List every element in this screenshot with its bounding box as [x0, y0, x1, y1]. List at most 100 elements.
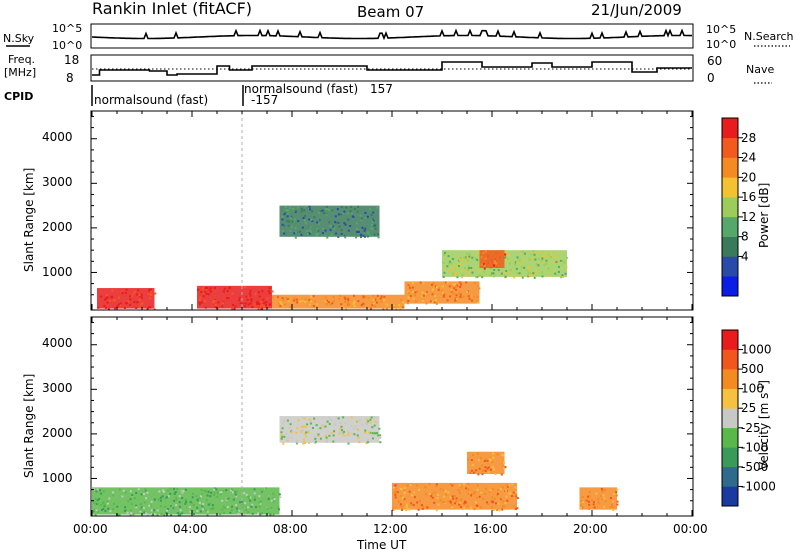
powerData-speck [262, 298, 265, 301]
powerData-speck [454, 297, 457, 300]
velData-speck [358, 441, 361, 444]
velData-speck [404, 503, 407, 506]
velData-speck [226, 506, 229, 509]
powerData-speck [383, 299, 386, 302]
velData-speck [408, 490, 411, 493]
velData-speck [326, 439, 329, 442]
powerData-speck [538, 251, 541, 254]
velData-speck [278, 493, 281, 496]
powerData-speck [454, 288, 457, 291]
velData-speck [499, 498, 502, 501]
powerData-speck [451, 257, 454, 260]
powerData-speck [326, 299, 329, 302]
powerData-speck [442, 261, 445, 264]
velData-speck [499, 488, 502, 491]
powerData-speck [298, 230, 301, 233]
velData-speck [595, 501, 598, 504]
power-colorbar-label: Power [dB] [757, 183, 771, 248]
powerData-speck [431, 300, 434, 303]
powerData-speck [342, 211, 345, 214]
powerData-speck [514, 261, 517, 264]
velData-speck [394, 484, 397, 487]
powerData-speck [486, 259, 489, 262]
powerData-speck [547, 254, 550, 257]
powerData-speck [533, 276, 536, 279]
velData-speck [167, 495, 170, 498]
powerData-speck [473, 281, 476, 284]
powerData-speck [565, 256, 568, 259]
velData-speck [166, 509, 169, 512]
station-title: Rankin Inlet (fitACF) [92, 0, 252, 18]
velData-speck [237, 512, 240, 515]
powerData-speck [284, 206, 287, 209]
powerData-speck [303, 214, 306, 217]
velData-speck [314, 440, 317, 443]
powerData-speck [468, 297, 471, 300]
velData-speck [285, 438, 288, 441]
velData-speck [238, 501, 241, 504]
velData-speck [443, 501, 446, 504]
velData-speck [367, 438, 370, 441]
x-axis-label: Time UT [356, 538, 407, 552]
powerData-speck [494, 258, 497, 261]
velData-speck [375, 421, 378, 424]
powerData-speck [260, 308, 263, 311]
velData-speck [591, 499, 594, 502]
powerData-speck [295, 231, 298, 234]
velBar-swatch-8 [722, 330, 738, 350]
powerData-speck [493, 264, 496, 267]
velData-speck [451, 484, 454, 487]
velData-speck [125, 509, 128, 512]
velData-speck [129, 498, 132, 501]
powerData-speck [306, 230, 309, 233]
velData-speck [374, 420, 377, 423]
powerData-speck [455, 294, 458, 297]
powerData-speck [339, 213, 342, 216]
velData-speck [148, 504, 151, 507]
velData-speck [483, 460, 486, 463]
powerData-speck [455, 285, 458, 288]
velData-speck [226, 497, 229, 500]
velData-speck [327, 430, 330, 433]
velData-speck [609, 505, 612, 508]
power-data [97, 205, 568, 311]
powerData-speck [293, 218, 296, 221]
powerData-speck [103, 304, 106, 307]
powerData-speck [287, 212, 290, 215]
velData-speck [337, 417, 340, 420]
velData-speck [365, 442, 368, 445]
powerData-speck [383, 295, 386, 298]
powerData-speck [541, 275, 544, 278]
powerData-speck [527, 272, 530, 275]
powerData-speck [357, 230, 360, 233]
powerData-speck [113, 307, 116, 310]
powerData-speck [535, 269, 538, 272]
velData-speck [458, 503, 461, 506]
powerData-speck [492, 272, 495, 275]
velData-speck [289, 423, 292, 426]
powerData-speck [350, 205, 353, 208]
powerData-speck [146, 308, 149, 311]
powerData-speck [289, 306, 292, 309]
powerData-speck [509, 269, 512, 272]
powerData-speck [232, 303, 235, 306]
velData-speck [193, 513, 196, 516]
velData-speck [477, 473, 480, 476]
powerData-speck [406, 302, 409, 305]
powerData-speck [392, 304, 395, 307]
velData-speck [249, 496, 252, 499]
velData-speck [144, 488, 147, 491]
velData-speck [373, 424, 376, 427]
velData-speck [454, 502, 457, 505]
velData-speck [271, 513, 274, 516]
velData-speck [354, 425, 357, 428]
velBar-label: 1000 [741, 343, 772, 357]
velData-speck [491, 488, 494, 491]
velBar-swatch-4 [722, 408, 738, 429]
velData-speck [394, 493, 397, 496]
powerData-speck [441, 285, 444, 288]
velData-speck [108, 497, 111, 500]
powerData-speck [357, 205, 360, 208]
velData-speck [288, 426, 291, 429]
powerData-speck [340, 303, 343, 306]
